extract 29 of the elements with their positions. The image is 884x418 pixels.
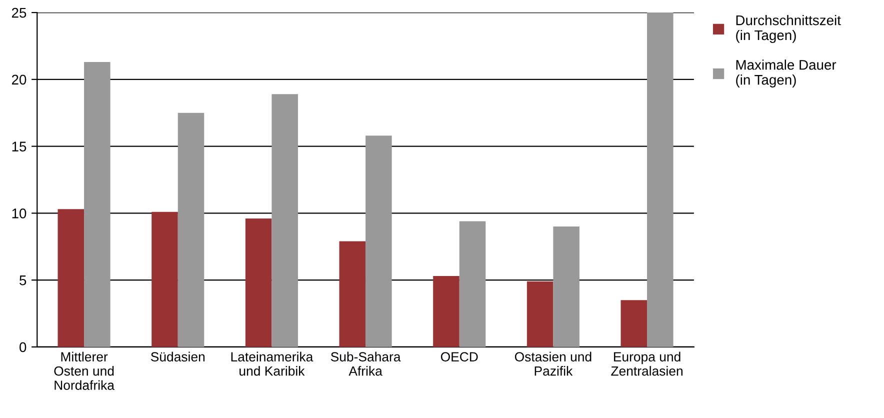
x-tick-label: Sub-Sahara Afrika bbox=[330, 352, 401, 376]
x-tick-label: Mittlerer Osten und Nordafrika bbox=[54, 352, 114, 390]
x-tick-label: Ostasien und Pazifik bbox=[514, 352, 592, 376]
x-tick-label: Lateinamerika und Karibik bbox=[231, 352, 314, 376]
bar bbox=[84, 62, 110, 347]
bar bbox=[58, 209, 84, 347]
legend-label: Durchschnittszeit (in Tagen) bbox=[736, 15, 841, 43]
bar bbox=[178, 112, 204, 347]
x-tick-label: Europa und Zentralasien bbox=[611, 352, 682, 376]
y-tick-label: 25 bbox=[12, 8, 26, 18]
bar bbox=[272, 94, 298, 347]
bar bbox=[339, 241, 366, 347]
bar bbox=[526, 281, 554, 347]
bar bbox=[647, 12, 674, 347]
y-tick-label: 5 bbox=[20, 276, 26, 286]
y-tick-label: 15 bbox=[12, 142, 26, 152]
bar bbox=[366, 136, 392, 347]
x-tick-label: OECD bbox=[440, 352, 478, 362]
bar bbox=[152, 212, 178, 347]
bar bbox=[433, 276, 460, 347]
x-tick-label: Südasien bbox=[150, 352, 205, 362]
bar bbox=[459, 221, 486, 347]
y-tick-label: 10 bbox=[12, 208, 26, 218]
y-tick-label: 0 bbox=[20, 342, 26, 352]
legend-label: Maximale Dauer (in Tagen) bbox=[736, 60, 836, 88]
bar bbox=[553, 226, 580, 347]
y-tick-label: 20 bbox=[12, 74, 26, 85]
bar bbox=[620, 300, 648, 347]
bar bbox=[245, 218, 272, 347]
